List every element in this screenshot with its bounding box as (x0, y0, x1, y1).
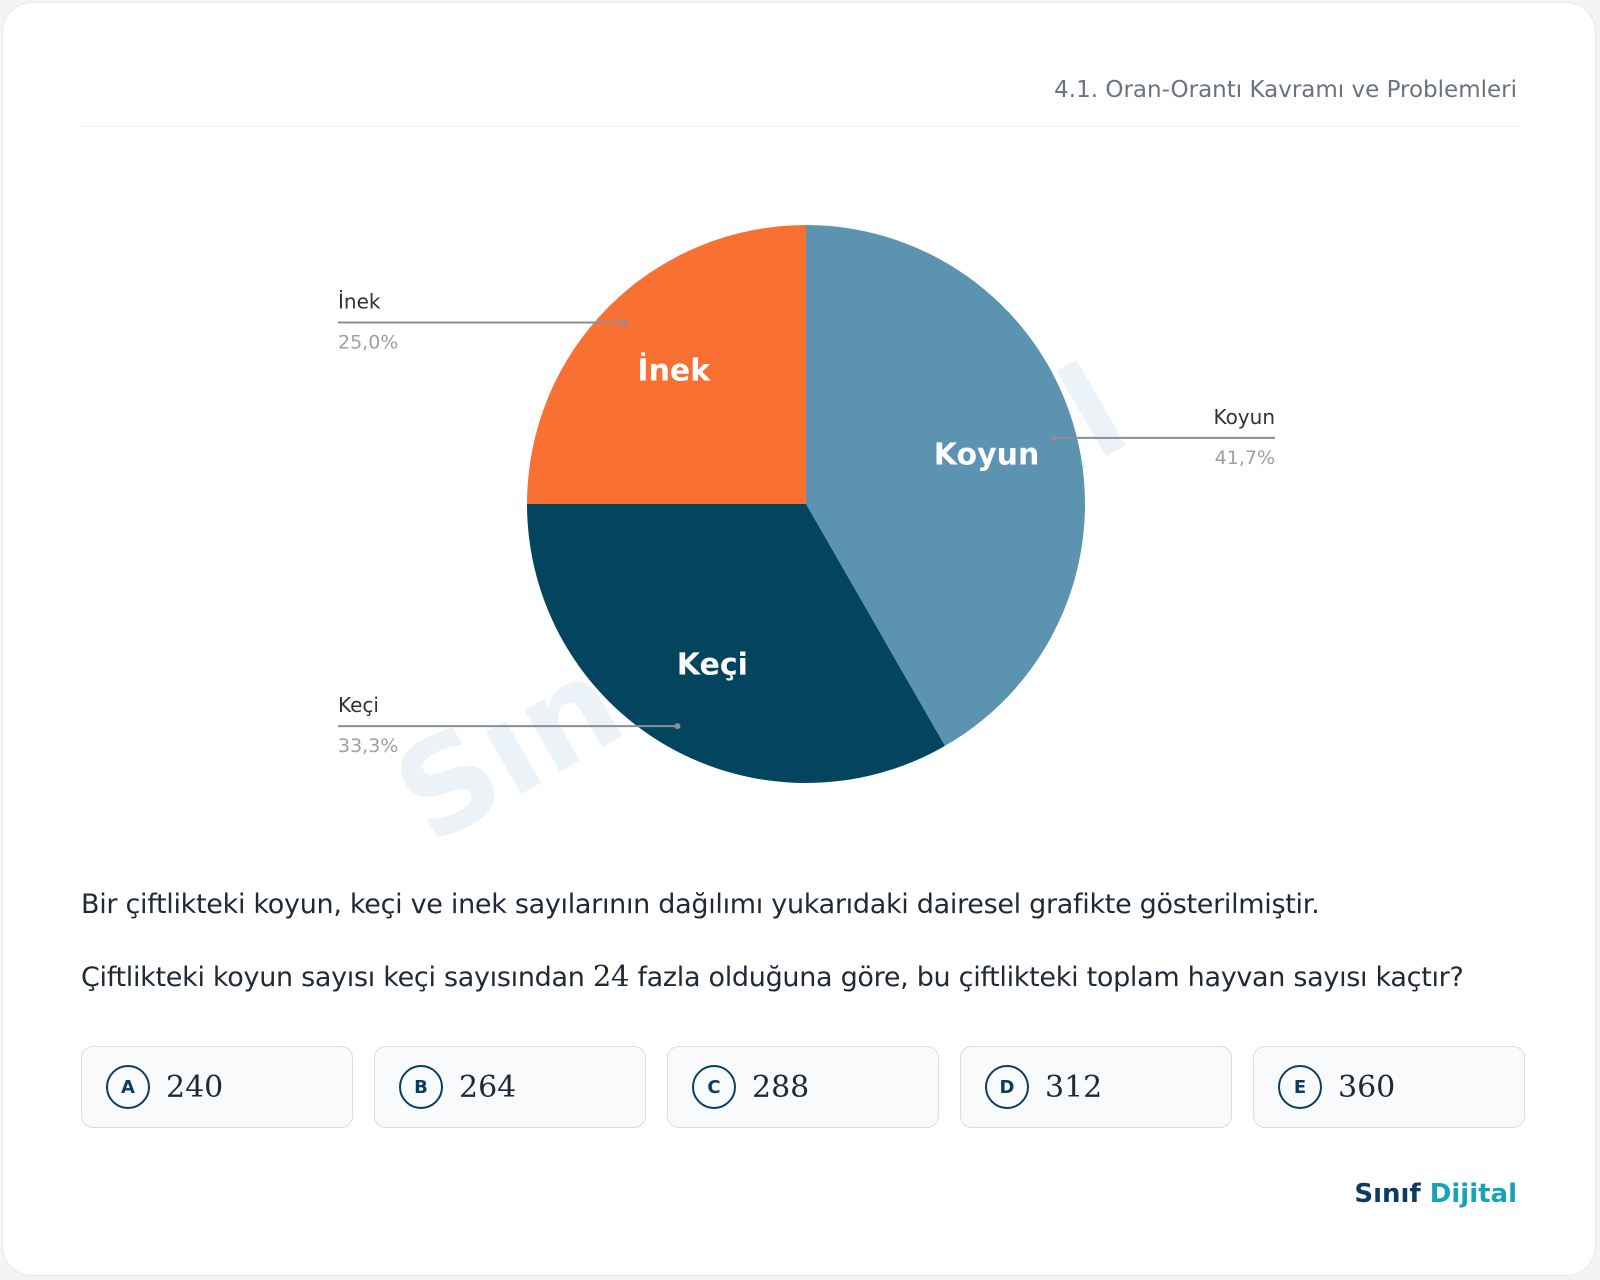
options: A 240 B 264 C 288 D 312 E 360 (81, 1046, 1525, 1128)
question-text: fazla olduğuna göre, bu çiftlikteki topl… (637, 962, 1464, 993)
legend-name: Koyun (1213, 405, 1275, 429)
leader-dot (621, 319, 628, 326)
legend-percent: 41,7% (1215, 447, 1275, 469)
slice-label: İnek (637, 352, 711, 388)
option-letter: A (106, 1065, 150, 1109)
brand-first: Sınıf (1354, 1179, 1421, 1209)
pie-chart: Sınıf DijitalKoyunKoyun41,7%KeçiKeçi33,3… (338, 225, 1275, 863)
pie-slice (806, 225, 1085, 746)
answer-option[interactable]: E 360 (1253, 1046, 1525, 1128)
slice-label: Keçi (677, 647, 748, 682)
pie-slice (527, 504, 945, 783)
brand: Sınıf Dijital (1354, 1179, 1517, 1209)
legend-percent: 25,0% (338, 331, 398, 353)
answer-option[interactable]: C 288 (667, 1046, 939, 1128)
option-letter: B (399, 1065, 443, 1109)
option-value: 312 (1045, 1069, 1103, 1105)
option-value: 288 (752, 1069, 810, 1105)
question-number: 24 (592, 959, 630, 993)
option-letter: D (985, 1065, 1029, 1109)
option-value: 264 (459, 1069, 517, 1105)
answer-option[interactable]: D 312 (960, 1046, 1232, 1128)
pie-slice (527, 225, 806, 504)
divider (80, 126, 1519, 127)
legend-percent: 33,3% (338, 735, 398, 757)
answer-option[interactable]: B 264 (374, 1046, 646, 1128)
question-intro: Bir çiftlikteki koyun, keçi ve inek sayı… (81, 889, 1320, 920)
leader-dot (1051, 434, 1058, 441)
question-text: Çiftlikteki koyun sayısı keçi sayısından (81, 962, 585, 993)
brand-second: Dijital (1429, 1179, 1517, 1209)
option-value: 360 (1338, 1069, 1396, 1105)
answer-option[interactable]: A 240 (81, 1046, 353, 1128)
option-letter: C (692, 1065, 736, 1109)
option-value: 240 (166, 1069, 224, 1105)
leader-dot (674, 723, 681, 730)
slice-label: Koyun (934, 437, 1040, 472)
option-letter: E (1278, 1065, 1322, 1109)
legend-name: İnek (338, 289, 381, 313)
topic-title: 4.1. Oran-Orantı Kavramı ve Problemleri (1054, 77, 1517, 103)
question-ask: Çiftlikteki koyun sayısı keçi sayısından… (81, 959, 1464, 993)
legend-name: Keçi (338, 693, 379, 717)
